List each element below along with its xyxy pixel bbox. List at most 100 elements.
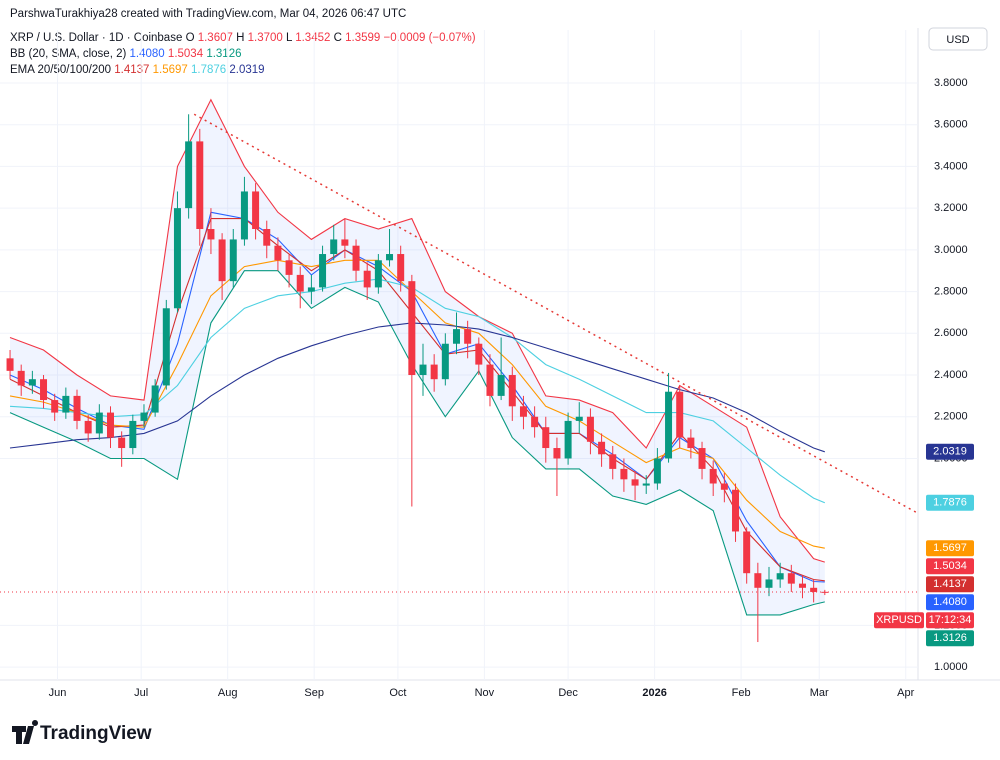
candle-body <box>698 448 706 469</box>
price-badge <box>926 443 974 460</box>
candle-body <box>631 479 639 486</box>
ohlc-value: 1.3607 <box>198 32 233 44</box>
candle-body <box>709 468 717 484</box>
price-badge-label: 1.7876 <box>933 497 967 509</box>
price-badge <box>926 540 974 557</box>
price-badge-label: 1.5697 <box>933 542 967 554</box>
candle-body <box>374 260 382 288</box>
candle-body <box>51 400 59 413</box>
grid <box>0 30 918 680</box>
candle-body <box>173 208 181 309</box>
candle-body <box>642 483 650 486</box>
candle-body <box>776 573 784 580</box>
bb-value: 1.3126 <box>206 48 241 60</box>
price-badge-label: 1.3126 <box>933 632 967 644</box>
price-badge <box>926 630 974 647</box>
price-badge-label: 2.0319 <box>933 446 967 458</box>
candle-body <box>106 412 114 438</box>
candle-body <box>386 254 394 261</box>
brand: TradingView <box>40 723 152 744</box>
candle-body <box>553 448 561 459</box>
ema-line <box>9 218 825 582</box>
ohlc-value: 1.3452 <box>295 32 330 44</box>
candle-body <box>430 364 438 380</box>
candle-body <box>408 281 416 376</box>
candle-body <box>508 375 516 407</box>
candle-body <box>95 412 103 434</box>
candle-body <box>787 573 795 584</box>
legend-row: XRP / U.S. Dollar · 1D · Coinbase O 1.36… <box>10 32 476 44</box>
legend-row: EMA 20/50/100/200 1.4137 1.5697 1.7876 2… <box>10 64 265 76</box>
candle-body <box>419 364 427 376</box>
candle-body <box>330 239 338 255</box>
ema-line <box>9 322 825 453</box>
ohlc-key: C <box>334 32 342 44</box>
price-badge <box>926 594 974 611</box>
candle-body <box>464 329 472 344</box>
ema-value: 1.5697 <box>153 64 188 76</box>
ema-line <box>9 278 826 504</box>
candle-body <box>653 458 661 484</box>
candle-body <box>319 254 327 288</box>
candle-body <box>285 260 293 275</box>
candle-body <box>140 412 148 421</box>
ohlc-value: 1.3599 <box>345 32 380 44</box>
candle-body <box>17 370 25 386</box>
x-tick-label: 2026 <box>642 687 666 699</box>
currency: USD <box>946 34 969 46</box>
candle-body <box>240 191 248 240</box>
candle-body <box>609 454 617 469</box>
candle-body <box>486 364 494 396</box>
bb-line <box>9 270 825 616</box>
candle-body <box>531 416 539 428</box>
candle-body <box>542 427 550 449</box>
candle-body <box>263 229 271 246</box>
candle-body <box>676 391 684 438</box>
candle-body <box>519 406 527 417</box>
x-tick-label: Feb <box>732 687 751 699</box>
candle-body <box>196 141 204 230</box>
candle-body <box>687 437 695 449</box>
price-badge-label: 1.5034 <box>933 560 967 572</box>
candle-body <box>207 229 215 240</box>
x-tick-label: Aug <box>218 687 238 699</box>
candle-body <box>665 391 673 459</box>
y-tick-label: 3.6000 <box>934 119 968 131</box>
candle-body <box>497 375 505 396</box>
legend: XRP / U.S. Dollar · 1D · Coinbase O 1.36… <box>10 32 476 76</box>
x-tick-label: Jun <box>49 687 67 699</box>
y-tick-label: 3.4000 <box>934 160 968 172</box>
bb-label: BB (20, SMA, close, 2) <box>10 48 126 60</box>
symbol-tag-label: XRPUSD <box>876 614 922 626</box>
y-tick-label: 3.2000 <box>934 202 968 214</box>
logo: TradingView <box>12 720 152 744</box>
candle-body <box>441 343 449 380</box>
candle-body <box>274 245 282 261</box>
bb-value: 1.5034 <box>168 48 204 60</box>
candle-body <box>598 441 606 455</box>
candle-body <box>162 308 170 386</box>
y-tick-label: 2.6000 <box>934 327 968 339</box>
candle-body <box>620 468 628 480</box>
candle-body <box>575 416 583 421</box>
x-tick-label: Oct <box>389 687 406 699</box>
y-tick-label: 1.0000 <box>934 661 968 673</box>
ema-value: 1.4137 <box>114 64 149 76</box>
candle-body <box>754 573 762 588</box>
candle-body <box>129 420 137 449</box>
bb-value: 1.4080 <box>130 48 165 60</box>
price-badge <box>926 494 974 511</box>
x-tick-label: Mar <box>810 687 829 699</box>
price-badge <box>926 558 974 575</box>
x-tick-label: Jul <box>134 687 148 699</box>
candle-body <box>84 420 92 434</box>
candle-body <box>475 343 483 365</box>
bb-fill <box>10 99 825 615</box>
x-tick-label: Sep <box>304 687 324 699</box>
price-badge-label: 1.4137 <box>933 578 967 590</box>
candle-body <box>118 437 126 449</box>
candle-body <box>810 587 818 592</box>
candle-body <box>151 385 159 413</box>
candle-body <box>252 191 260 230</box>
candle-body <box>229 239 237 282</box>
